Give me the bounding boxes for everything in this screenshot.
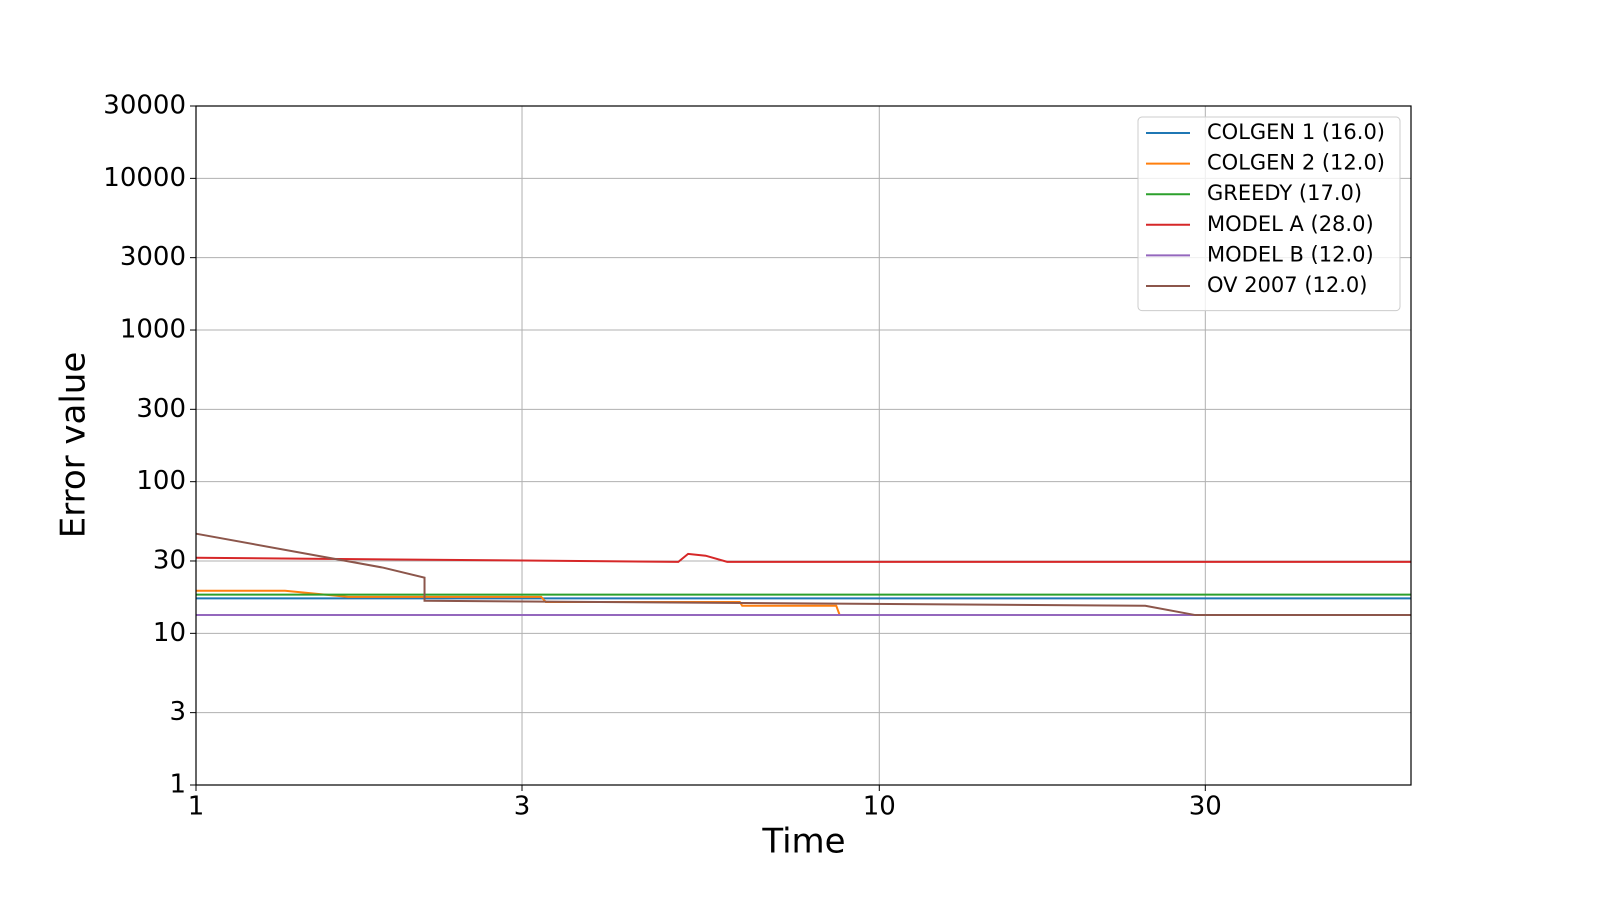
y-tick-label: 10000 xyxy=(103,163,186,193)
legend: COLGEN 1 (16.0) COLGEN 2 (12.0) GREEDY (17… xyxy=(1137,116,1401,312)
series-line xyxy=(195,552,1411,563)
y-tick-label: 300 xyxy=(136,394,186,424)
x-tick-label: 3 xyxy=(514,792,531,822)
y-tick-label: 3000 xyxy=(120,242,186,272)
y-tick-label: 30000 xyxy=(103,91,186,121)
y-tick-label: 1 xyxy=(169,770,186,800)
legend-label: OV 2007 (12.0) xyxy=(1207,273,1367,297)
x-axis-label: Time xyxy=(761,822,845,862)
y-tick-label: 1000 xyxy=(120,315,186,345)
y-tick-label: 10 xyxy=(153,618,186,648)
legend-label: COLGEN 2 (12.0) xyxy=(1207,151,1385,175)
legend-label: MODEL A (28.0) xyxy=(1207,212,1374,236)
y-tick-label: 100 xyxy=(136,466,186,496)
x-tick-label: 1 xyxy=(188,792,205,822)
x-tick-label: 30 xyxy=(1189,792,1222,822)
plot-frame xyxy=(195,105,1412,786)
y-tick-label: 30 xyxy=(153,545,186,575)
legend-label: COLGEN 1 (16.0) xyxy=(1207,120,1385,144)
legend-label: GREEDY (17.0) xyxy=(1207,181,1362,205)
legend-box xyxy=(1137,116,1401,312)
y-tick-label: 3 xyxy=(169,697,186,727)
legend-label: MODEL B (12.0) xyxy=(1207,242,1374,266)
y-axis-label: Error value xyxy=(54,352,94,539)
x-tick-label: 10 xyxy=(863,792,896,822)
series-line xyxy=(195,532,1411,617)
